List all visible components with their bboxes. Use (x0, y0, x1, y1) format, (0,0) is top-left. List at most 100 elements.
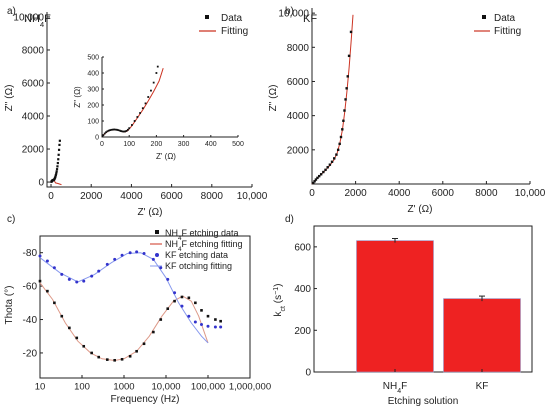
panel-b-data-point (330, 160, 334, 163)
panel-c-nh4f-data-point (206, 314, 210, 318)
panel-c-nh4f-data-point (97, 355, 101, 359)
panel-b-data-point (336, 148, 340, 152)
panel-a-data-point (55, 168, 59, 171)
panel-a-data-point (55, 172, 58, 175)
panel-c-legend-nh4f-data-label-part: 4 (178, 235, 182, 242)
panel-c-kf-data-point (128, 251, 132, 255)
inset-data-point (122, 130, 125, 133)
panel-c-kf-data-point (97, 269, 101, 273)
panel-d-y-label: kct (s−1) (273, 284, 287, 317)
panel-a-axes (46, 12, 252, 188)
panel-d-bar-1 (443, 298, 521, 373)
inset-data-point (147, 96, 150, 98)
panel-a-x-tick-label: 8000 (201, 191, 224, 202)
panel-c-kf-data-point (45, 259, 49, 263)
panel-a-data-point (54, 175, 57, 178)
panel-c-kf-data-point (206, 324, 210, 328)
panel-a-data-point (58, 143, 61, 147)
inset-y-tick-label: 500 (87, 54, 99, 61)
inset-data-point (105, 131, 107, 134)
panel-c-nh4f-data-point (194, 301, 197, 305)
panel-c-y-tick-label: -40 (23, 315, 38, 326)
panel-c-nh4f-data-point (180, 295, 184, 299)
panel-c-kf-data-point (219, 325, 223, 329)
panel-c-kf-data-point (75, 280, 79, 284)
panel-a-x-tick-label: 10,000 (237, 191, 268, 202)
panel-c-nh4f-data-point (120, 357, 124, 361)
panel-b-x-label: Z' (Ω) (408, 204, 433, 215)
panel-d-y-label-part: ) (273, 284, 284, 287)
inset-data-point (109, 129, 112, 132)
panel-c-kf-data-point (166, 277, 170, 281)
panel-b-fitting-line (311, 14, 354, 185)
panel-c-kf-data-point (38, 254, 42, 258)
panel-c-kf-data-point (67, 277, 71, 281)
panel-c-letter: c) (7, 214, 15, 225)
panel-b-data-point (338, 142, 341, 146)
inset-data-point (139, 112, 141, 114)
panel-c-kf-data-point (105, 262, 109, 266)
panel-a-x-label: Z' (Ω) (138, 207, 163, 218)
panel-b-title: KF (303, 13, 317, 25)
inset-data-point (102, 134, 105, 136)
inset-data-point (106, 130, 109, 133)
inset-data-point (131, 124, 133, 126)
panel-d-category-label-0: NH4F (383, 381, 407, 395)
inset-data-point (133, 120, 136, 122)
inset-data-point (101, 135, 104, 138)
panel-d-y-tick-label: 0 (305, 368, 311, 379)
panel-a-title-part: F (44, 13, 51, 25)
inset-x-tick-label: 300 (178, 141, 190, 148)
panel-d-bar-0 (356, 240, 434, 373)
panel-c-nh4f-data-point (60, 314, 64, 318)
panel-b-y-tick-label: 10,000 (278, 9, 309, 20)
panel-c-legend-kf-data-marker (155, 253, 159, 257)
inset-data-point (113, 128, 116, 131)
panel-d-y-tick-label: 200 (294, 326, 311, 337)
panel-c-bode-phase: c) 10 100 1000 10,000 100,000 1,000,000 -80 -60 -… (4, 214, 271, 405)
panel-c-nh4f-data-point (113, 358, 116, 362)
panel-c-kf-data-point (151, 257, 155, 261)
panel-b-legend-data-marker (482, 15, 486, 19)
panel-b-y-tick-label: 8000 (287, 43, 310, 54)
panel-d-category-label-0-part: NH (383, 381, 397, 392)
panel-c-nh4f-data-point (105, 358, 109, 361)
panel-c-y-tick-label: -20 (23, 348, 38, 359)
inset-data-point (107, 129, 110, 132)
panel-a-title-part: NH (24, 13, 40, 25)
panel-b-data-point (344, 98, 347, 101)
panel-c-kf-data-point (135, 250, 139, 254)
inset-data-point (126, 128, 129, 131)
panel-a-title-part: 4 (40, 20, 45, 29)
panel-c-kf-data-point (193, 320, 197, 324)
panel-a-data-point (57, 148, 61, 151)
inset-data-point (121, 130, 124, 133)
panel-b-data-point (333, 157, 336, 160)
panel-a-data-point (56, 165, 59, 168)
panel-c-y-tick-label: -60 (23, 282, 38, 293)
inset-y-tick-label: 0 (95, 134, 99, 141)
panel-a-y-tick-label: 4000 (22, 112, 45, 123)
panel-c-kf-data-point (213, 325, 217, 329)
inset-y-tick-label: 400 (87, 70, 99, 77)
panel-c-x-tick-label: 1000 (113, 382, 134, 393)
panel-d-kct-bar-chart: d) 0 200 400 600 kct (s−1) NH4F KF Etching solut… (273, 214, 533, 407)
panel-c-legend-kf-fit-label: KF otching fitting (165, 261, 232, 271)
panel-c-kf-data-point (52, 266, 56, 270)
panel-c-legend-nh4f-fit-label-part: 4 (178, 246, 182, 253)
inset-data-point (125, 130, 128, 132)
panel-c-nh4f-data-point (38, 279, 42, 283)
panel-c-kf-data-point (187, 314, 191, 318)
panel-c-x-tick-label: 100,000 (191, 382, 225, 393)
panel-d-y-label-part: (s (273, 295, 284, 306)
panel-a-y-tick-label: 10,000 (13, 12, 44, 23)
panel-b-legend-data-label: Data (494, 13, 516, 24)
panel-c-nh4f-data-point (90, 351, 93, 355)
panel-c-legend-nh4f-data-label: NH4F etching data (165, 228, 239, 242)
panel-c-nh4f-fitting-line (39, 282, 209, 362)
inset-data-point (114, 128, 117, 131)
panel-d-category-label-0-part: F (401, 381, 407, 392)
panel-c-kf-data-point (180, 304, 184, 308)
panel-c-kf-data-point (173, 291, 177, 295)
